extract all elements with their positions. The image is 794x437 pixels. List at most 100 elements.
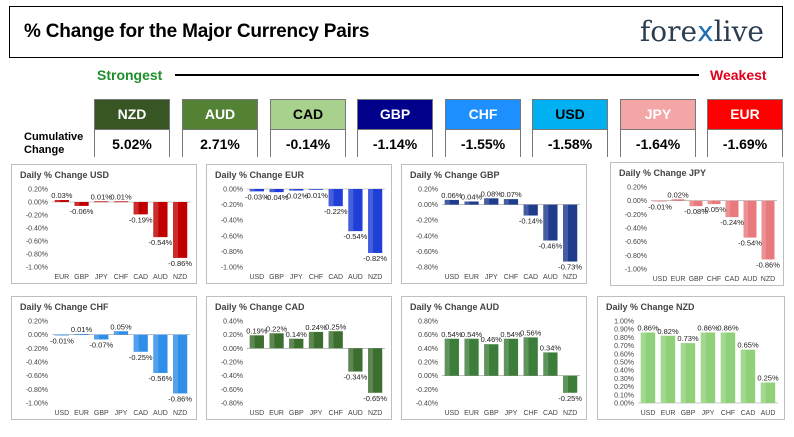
bar xyxy=(464,201,479,205)
bar xyxy=(94,201,109,203)
bar-cad xyxy=(725,200,739,218)
y-tick-label: -0.20% xyxy=(416,218,438,225)
currency-name: NZD xyxy=(95,100,169,129)
currency-tile-jpy: JPY -1.64% xyxy=(620,99,696,158)
y-tick-label: -0.80% xyxy=(221,401,243,408)
bar-nzd xyxy=(173,334,188,394)
currency-tile-nzd: NZD 5.02% xyxy=(94,99,170,158)
chart-title: Daily % Change AUD xyxy=(410,302,500,312)
bar-highlight xyxy=(54,334,60,336)
y-tick-label: -1.00% xyxy=(625,267,647,274)
y-tick-label: -0.60% xyxy=(625,239,647,246)
bar-chf xyxy=(308,189,324,190)
data-label: -0.54% xyxy=(344,232,368,241)
bar xyxy=(113,201,129,203)
y-tick-label: 0.00% xyxy=(418,373,438,380)
x-tick-label: CHF xyxy=(329,410,343,417)
y-tick-label: 0.60% xyxy=(418,332,438,339)
data-label: 0.02% xyxy=(667,190,689,199)
x-tick-label: NZD xyxy=(173,274,187,281)
y-tick-label: 1.00% xyxy=(614,319,634,326)
bar-eur xyxy=(54,200,69,202)
x-tick-label: USD xyxy=(249,410,264,417)
bar-highlight xyxy=(368,189,374,253)
page-title: % Change for the Major Currency Pairs xyxy=(24,21,370,42)
x-tick-label: GBP xyxy=(289,410,304,417)
bar-highlight xyxy=(743,200,749,238)
bar-highlight xyxy=(760,382,766,403)
bar-chart: 0.20% 0.00% -0.20% -0.40% -0.60% -0.80% 0.06% U… xyxy=(416,187,583,282)
bar xyxy=(503,199,519,205)
x-tick-label: JPY xyxy=(310,410,323,417)
bar-highlight xyxy=(543,204,549,241)
bar-gbp xyxy=(269,189,284,193)
bar-cad xyxy=(523,204,538,216)
bar-jpy xyxy=(113,331,129,335)
y-tick-label: 0.20% xyxy=(418,187,438,194)
bar-highlight xyxy=(308,189,314,190)
x-tick-label: AUD xyxy=(348,274,363,281)
bar-cad xyxy=(133,334,148,352)
bar xyxy=(54,200,69,202)
y-tick-label: 0.00% xyxy=(223,346,243,353)
bar-highlight xyxy=(720,332,726,403)
x-tick-label: USD xyxy=(641,410,656,417)
y-tick-label: 0.40% xyxy=(614,368,634,375)
chart-panel: Daily % Change NZD 1.00% 0.90% 0.80% 0.70% 0.… xyxy=(597,296,785,420)
bar-highlight xyxy=(761,200,767,260)
bar-highlight xyxy=(249,189,255,192)
bar-nzd xyxy=(173,202,188,258)
y-tick-label: 0.90% xyxy=(614,327,634,334)
chart-title: Daily % Change JPY xyxy=(619,168,707,178)
bar-chart: 0.20% 0.00% -0.20% -0.40% -0.60% -0.80% -1.00%… xyxy=(26,187,193,282)
bar-aud xyxy=(760,382,776,403)
bar-gbp xyxy=(74,202,89,206)
cumulative-change-label: Cumulative Change xyxy=(24,131,84,156)
currency-tile-eur: EUR -1.69% xyxy=(707,99,783,158)
chart-panel: Daily % Change GBP 0.20% 0.00% -0.20% -0.40%… xyxy=(401,164,587,284)
y-tick-label: 0.80% xyxy=(418,319,438,326)
x-tick-label: JPY xyxy=(702,410,715,417)
strength-scale: Strongest Weakest xyxy=(0,64,794,88)
bar-jpy xyxy=(289,189,304,191)
logo-left: fore xyxy=(639,15,698,48)
bar-gbp xyxy=(289,338,304,349)
bar xyxy=(94,334,109,340)
x-tick-label: NZD xyxy=(173,410,187,417)
strongest-label: Strongest xyxy=(97,67,163,83)
data-label: -0.07% xyxy=(89,340,113,349)
data-label: -0.25% xyxy=(558,394,582,403)
bar-eur xyxy=(269,333,284,349)
bar-highlight xyxy=(348,348,354,372)
bar xyxy=(671,199,685,201)
bar-gbp xyxy=(94,334,109,340)
bar-highlight xyxy=(640,332,646,403)
x-tick-label: EUR xyxy=(661,410,676,417)
bar-cad xyxy=(543,352,558,376)
bar xyxy=(249,189,264,192)
bar-highlight xyxy=(680,343,686,403)
chart-title: Daily % Change CHF xyxy=(20,302,109,312)
bar-nzd xyxy=(368,189,383,253)
data-label: -0.65% xyxy=(363,394,387,403)
y-tick-label: 0.10% xyxy=(614,392,634,399)
data-label: 0.05% xyxy=(110,322,132,331)
chart-title: Daily % Change EUR xyxy=(215,170,305,180)
strength-line xyxy=(175,74,699,76)
x-tick-label: AUD xyxy=(153,410,168,417)
bar-highlight xyxy=(563,204,569,262)
bar-nzd xyxy=(761,200,775,260)
logo-x: x xyxy=(697,15,714,48)
x-tick-label: AUD xyxy=(543,274,558,281)
chart-panel: Daily % Change JPY 0.20% 0.00% -0.20% -0.40%… xyxy=(610,162,784,286)
bar-highlight xyxy=(133,334,139,352)
bar-highlight xyxy=(464,338,470,376)
x-tick-label: AUD xyxy=(761,410,776,417)
bar-highlight xyxy=(444,199,450,205)
data-label: 0.86% xyxy=(717,323,739,332)
currency-name: AUD xyxy=(183,100,257,129)
x-tick-label: EUR xyxy=(671,276,686,283)
data-label: -0.54% xyxy=(738,239,762,248)
y-tick-label: -1.00% xyxy=(26,401,48,408)
x-tick-label: JPY xyxy=(505,410,518,417)
